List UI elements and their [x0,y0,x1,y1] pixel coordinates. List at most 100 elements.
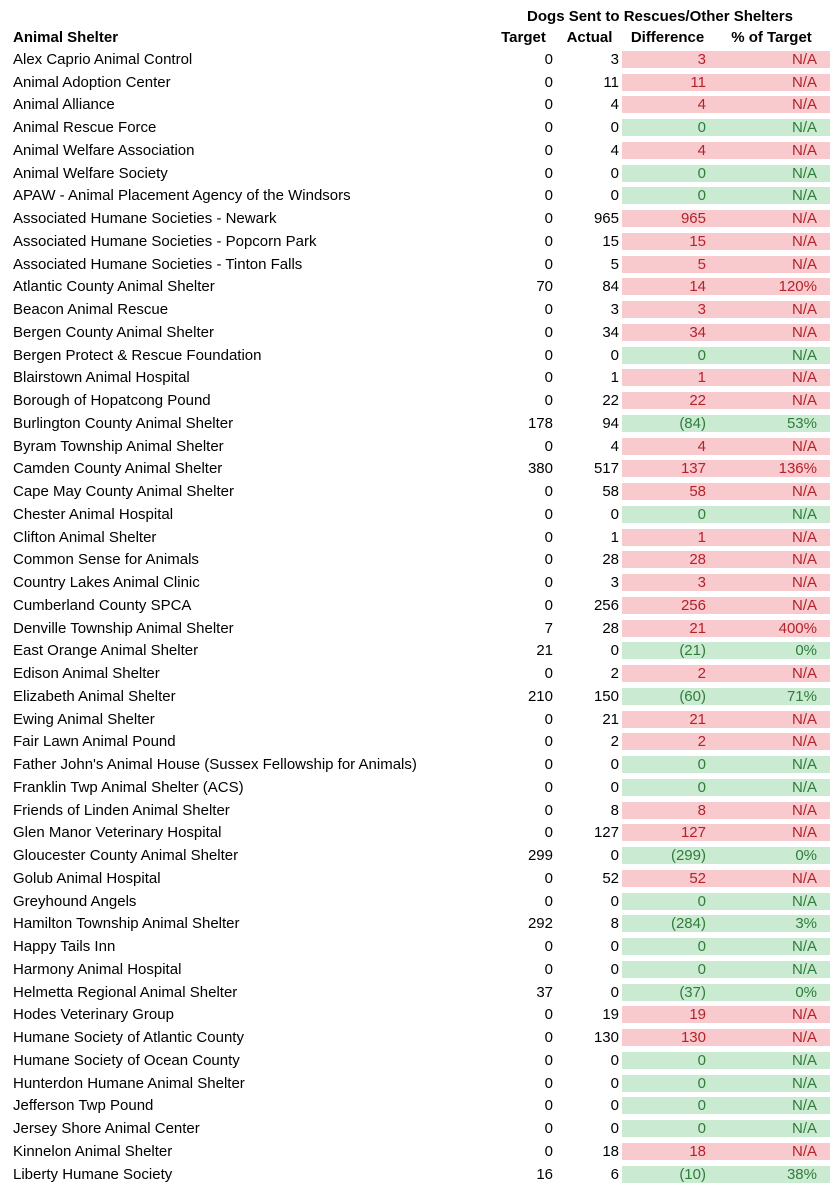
table-row: Country Lakes Animal Clinic 0 3 3 N/A [0,571,830,594]
difference-cell: 0 [622,938,713,956]
target-cell: 0 [544,1142,553,1160]
shelter-name-cell: Atlantic County Animal Shelter [13,278,215,296]
actual-cell: 94 [602,414,619,432]
difference-cell: 0 [622,119,713,137]
target-cell: 0 [544,733,553,751]
target-cell: 0 [544,96,553,114]
pct-of-target-cell: 120% [713,278,830,296]
target-cell: 0 [544,141,553,159]
shelter-name-cell: Borough of Hopatcong Pound [13,392,211,410]
difference-cell: 5 [622,255,713,273]
actual-cell: 28 [602,551,619,569]
pct-of-target-cell: 0% [713,847,830,865]
target-cell: 0 [544,323,553,341]
table-row: Animal Welfare Association 0 4 4 N/A [0,139,830,162]
target-cell: 292 [527,915,553,933]
difference-cell: 2 [622,733,713,751]
shelter-name-cell: Associated Humane Societies - Popcorn Pa… [13,232,317,250]
table-row: Hodes Veterinary Group 0 19 19 N/A [0,1004,830,1027]
shelter-name-cell: Animal Adoption Center [13,73,171,91]
table-row: Chester Animal Hospital 0 0 0 N/A [0,503,830,526]
target-cell: 0 [544,437,553,455]
target-cell: 0 [544,505,553,523]
difference-cell: 3 [622,574,713,592]
shelter-name-cell: APAW - Animal Placement Agency of the Wi… [13,187,351,205]
difference-cell: 3 [622,50,713,68]
actual-cell: 0 [610,505,619,523]
table-row: Borough of Hopatcong Pound 0 22 22 N/A [0,389,830,412]
target-cell: 380 [527,460,553,478]
shelter-name-cell: Animal Rescue Force [13,119,157,137]
difference-cell: 14 [622,278,713,296]
shelter-name-cell: Helmetta Regional Animal Shelter [13,983,238,1001]
shelter-name-cell: Animal Alliance [13,96,115,114]
target-cell: 0 [544,119,553,137]
actual-cell: 15 [602,232,619,250]
target-cell: 0 [544,255,553,273]
difference-cell: (21) [622,642,713,660]
table-row: Animal Rescue Force 0 0 0 N/A [0,116,830,139]
difference-cell: 58 [622,483,713,501]
difference-cell: 1 [622,369,713,387]
pct-of-target-cell: N/A [713,1006,830,1024]
table-row: Franklin Twp Animal Shelter (ACS) 0 0 0 … [0,776,830,799]
difference-cell: 11 [622,73,713,91]
actual-cell: 256 [593,596,619,614]
difference-cell: 0 [622,778,713,796]
actual-cell: 0 [610,960,619,978]
pct-of-target-cell: 38% [713,1165,830,1183]
shelter-name-cell: Country Lakes Animal Clinic [13,574,200,592]
difference-cell: 4 [622,96,713,114]
pct-of-target-cell: 400% [713,619,830,637]
actual-cell: 22 [602,392,619,410]
table-row: Elizabeth Animal Shelter 210 150 (60) 71… [0,685,830,708]
table-row: Hunterdon Humane Animal Shelter 0 0 0 N/… [0,1072,830,1095]
shelter-name-cell: Camden County Animal Shelter [13,460,223,478]
shelter-name-cell: Liberty Humane Society [13,1165,173,1183]
pct-of-target-cell: N/A [713,528,830,546]
pct-of-target-cell: N/A [713,596,830,614]
target-cell: 0 [544,551,553,569]
target-cell: 178 [527,414,553,432]
target-cell: 0 [544,73,553,91]
target-cell: 0 [544,1074,553,1092]
shelter-name-cell: Associated Humane Societies - Tinton Fal… [13,255,303,273]
table-row: Blairstown Animal Hospital 0 1 1 N/A [0,367,830,390]
pct-of-target-cell: 136% [713,460,830,478]
shelter-name-cell: Friends of Linden Animal Shelter [13,801,230,819]
shelter-name-cell: Clifton Animal Shelter [13,528,157,546]
pct-of-target-cell: N/A [713,210,830,228]
pct-of-target-cell: N/A [713,1097,830,1115]
pct-of-target-cell: 0% [713,983,830,1001]
shelter-name-cell: Bergen County Animal Shelter [13,323,214,341]
actual-cell: 0 [610,1120,619,1138]
actual-cell: 28 [602,619,619,637]
table-row: Hamilton Township Animal Shelter 292 8 (… [0,913,830,936]
table-row: Bergen Protect & Rescue Foundation 0 0 0… [0,344,830,367]
table-row: Edison Animal Shelter 0 2 2 N/A [0,662,830,685]
difference-cell: (60) [622,687,713,705]
actual-cell: 4 [610,437,619,455]
shelter-name-cell: Jersey Shore Animal Center [13,1120,200,1138]
target-cell: 70 [536,278,553,296]
actual-cell: 3 [610,301,619,319]
actual-cell: 84 [602,278,619,296]
pct-of-target-cell: N/A [713,255,830,273]
target-cell: 0 [544,869,553,887]
difference-cell: 19 [622,1006,713,1024]
shelter-name-cell: Hodes Veterinary Group [13,1006,174,1024]
pct-of-target-cell: N/A [713,869,830,887]
table-row: Associated Humane Societies - Popcorn Pa… [0,230,830,253]
target-cell: 210 [527,687,553,705]
table-row: Glen Manor Veterinary Hospital 0 127 127… [0,822,830,845]
actual-cell: 2 [610,665,619,683]
difference-cell: 4 [622,437,713,455]
target-cell: 0 [544,1051,553,1069]
table-row: Father John's Animal House (Sussex Fello… [0,753,830,776]
target-cell: 37 [536,983,553,1001]
pct-of-target-cell: N/A [713,392,830,410]
difference-cell: 2 [622,665,713,683]
pct-of-target-cell: 3% [713,915,830,933]
target-cell: 299 [527,847,553,865]
